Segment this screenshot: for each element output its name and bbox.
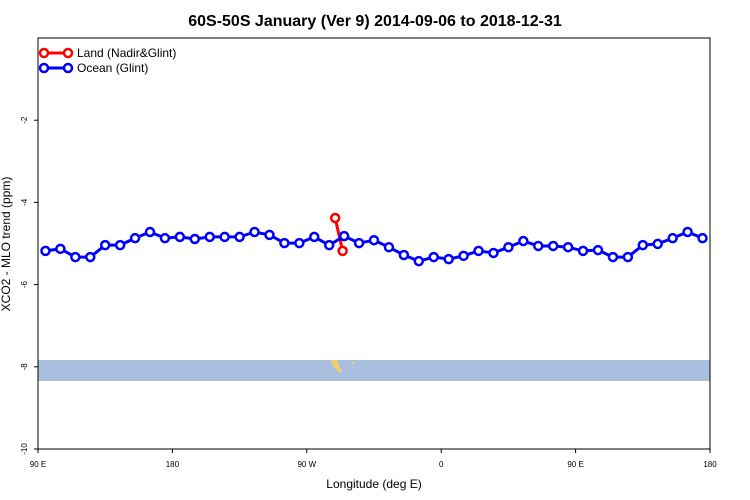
point [383,241,395,253]
point [458,250,469,262]
point [249,226,260,238]
point [547,240,559,252]
point [279,237,290,249]
point [329,212,341,224]
point [309,231,320,243]
point [518,235,529,247]
point [473,245,484,257]
point [144,226,156,238]
x-axis-label: Longitude (deg E) [326,477,421,491]
point [697,232,708,244]
point [159,232,171,244]
landmass [331,360,342,373]
plot-frame [37,37,711,450]
map-strip [38,360,710,381]
point [55,243,66,255]
point [413,255,425,267]
y-tick-label: -6 [20,280,29,288]
point [99,239,111,251]
point [234,231,245,243]
point [114,239,126,251]
x-tick-label: 0 [439,460,444,469]
point [174,231,186,243]
point [428,251,439,263]
chart-title: 60S-50S January (Ver 9) 2014-09-06 to 20… [188,13,562,30]
legend: Land (Nadir&Glint)Ocean (Glint) [38,46,176,75]
legend-marker [62,62,74,74]
y-axis-label: XCO2 - MLO trend (ppm) [0,177,13,312]
point [667,232,678,244]
legend-label: Ocean (Glint) [77,61,148,75]
point [533,240,544,252]
legend-label: Land (Nadir&Glint) [77,46,176,60]
legend-marker [62,47,74,59]
point [577,245,589,257]
point [323,239,335,251]
point [294,237,305,249]
point [682,226,693,238]
x-tick-label: 180 [703,460,717,469]
point [368,234,380,246]
point [652,238,663,250]
point [398,249,410,261]
point [592,244,604,256]
y-tick-label: -10 [20,443,29,455]
point [70,251,81,263]
point [607,251,619,263]
x-tick-label: 90 E [30,460,46,469]
point [503,241,514,253]
point [129,232,141,244]
y-tick-label: -4 [20,198,29,206]
point [488,247,499,259]
y-tick-label: -8 [20,363,29,371]
point [189,233,201,245]
point [85,251,96,263]
point [204,231,215,243]
point [622,251,634,263]
point [337,245,348,257]
legend-marker [38,47,50,59]
x-tick-label: 90 E [567,460,583,469]
x-tick-label: 180 [166,460,180,469]
y-tick-label: -2 [20,116,29,124]
point [219,231,230,243]
point [338,230,350,242]
point [353,237,365,249]
x-tick-label: 90 W [297,460,316,469]
landmass [351,362,354,364]
point [40,245,51,257]
point [562,241,574,253]
point [264,229,275,241]
point [637,239,649,251]
point [443,253,454,265]
series-line [333,217,345,252]
legend-marker [38,62,50,74]
